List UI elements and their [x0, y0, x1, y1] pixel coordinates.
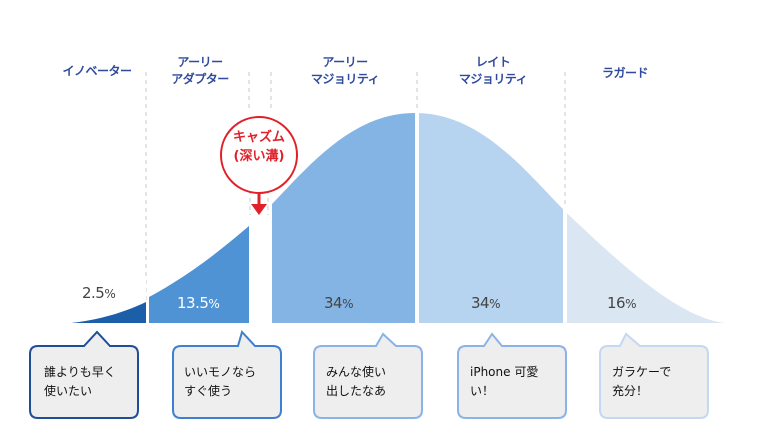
- percent-value: 34: [324, 294, 343, 312]
- chasm-title: キャズム: [232, 130, 285, 145]
- comment-early-adopters: いいモノなら すぐ使う: [184, 363, 256, 401]
- percent-innovators: 2.5%: [82, 284, 116, 302]
- bubble-early-adopters: [172, 330, 282, 419]
- label-line: イノベーター: [62, 64, 132, 78]
- category-label-early-adopters: アーリー アダプター: [150, 54, 250, 88]
- comment-line: みんな使い: [326, 365, 387, 379]
- percent-unit: %: [342, 297, 353, 311]
- segment-late-majority: [419, 113, 563, 323]
- category-label-laggards: ラガード: [585, 65, 665, 82]
- percent-late-majority: 34%: [471, 294, 500, 312]
- comment-line: い！: [470, 384, 495, 398]
- innovator-mask: [70, 280, 146, 323]
- comment-laggards: ガラケーで 充分！: [612, 363, 671, 401]
- label-line: レイト: [475, 55, 511, 69]
- percent-laggards: 16%: [607, 294, 636, 312]
- label-line: アーリー: [177, 55, 223, 69]
- label-line: アーリー: [322, 55, 368, 69]
- bubble-laggards: [599, 332, 709, 419]
- comment-line: いいモノなら: [184, 365, 257, 379]
- label-line: マジョリティ: [458, 72, 528, 86]
- category-label-early-majority: アーリー マジョリティ: [290, 54, 400, 88]
- chasm-subtitle: (深い溝): [233, 149, 285, 164]
- comment-early-majority: みんな使い 出したなあ: [326, 363, 386, 401]
- percent-early-majority: 34%: [324, 294, 353, 312]
- comment-line: iPhone 可愛: [470, 365, 539, 379]
- percent-value: 16: [607, 294, 626, 312]
- percent-value: 13.5: [177, 294, 209, 312]
- bubble-late-majority: [457, 332, 567, 419]
- comment-innovators: 誰よりも早く 使いたい: [44, 363, 116, 401]
- comment-line: ガラケーで: [612, 365, 672, 379]
- percent-value: 34: [471, 294, 490, 312]
- label-line: アダプター: [171, 72, 229, 86]
- bell-curve: [70, 113, 725, 323]
- chasm-label: キャズム (深い溝): [219, 128, 299, 166]
- label-line: ラガード: [601, 66, 649, 80]
- comment-line: すぐ使う: [184, 384, 233, 398]
- comment-line: 使いたい: [44, 384, 93, 398]
- segment-dividers: [145, 72, 566, 300]
- comment-late-majority: iPhone 可愛 い！: [470, 363, 538, 401]
- bubble-innovators: [29, 330, 139, 419]
- bubble-early-majority: [313, 332, 423, 419]
- percent-unit: %: [625, 297, 636, 311]
- segment-laggards: [567, 113, 725, 323]
- percent-unit: %: [104, 287, 116, 301]
- comment-line: 充分！: [612, 384, 649, 398]
- speech-bubbles: [29, 330, 709, 419]
- percent-early-adopters: 13.5%: [177, 294, 220, 312]
- comment-line: 出したなあ: [326, 384, 387, 398]
- label-line: マジョリティ: [310, 72, 380, 86]
- percent-value: 2.5: [82, 284, 105, 302]
- percent-unit: %: [489, 297, 500, 311]
- percent-unit: %: [208, 297, 220, 311]
- category-label-late-majority: レイト マジョリティ: [438, 54, 548, 88]
- category-label-innovators: イノベーター: [52, 63, 142, 80]
- comment-line: 誰よりも早く: [44, 365, 116, 379]
- arrow-down-icon: [251, 204, 267, 215]
